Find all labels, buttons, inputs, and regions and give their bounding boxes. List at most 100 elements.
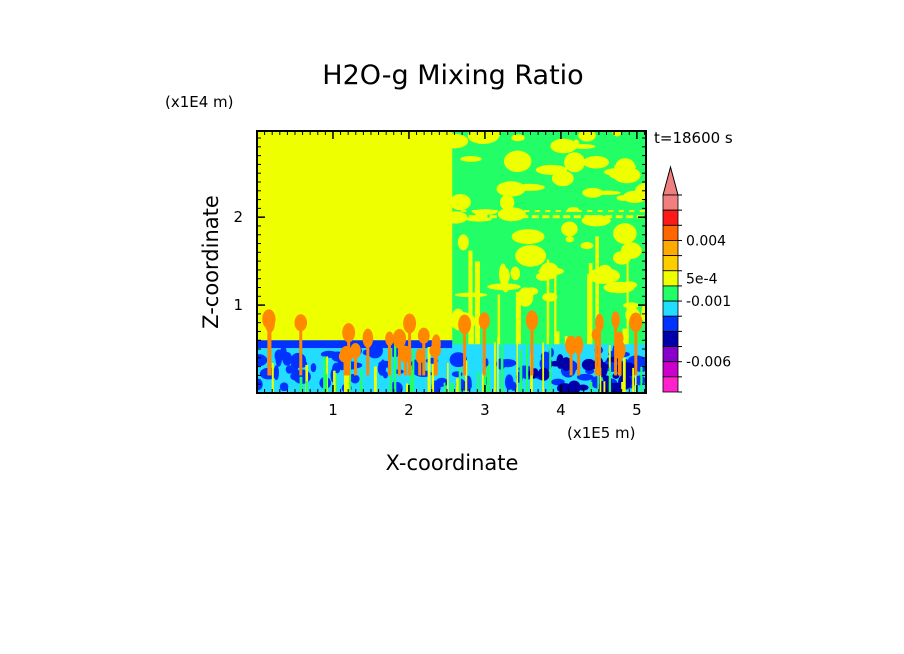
plume-stem [268, 319, 272, 376]
stripe-segment [500, 215, 508, 219]
plume-stem [597, 318, 601, 376]
plume-stem [387, 334, 391, 376]
bl-blob [275, 351, 282, 367]
plume-stem [418, 352, 422, 376]
plume-stem [530, 316, 534, 376]
bl-streak [343, 361, 347, 393]
moist-streak [565, 236, 574, 243]
bl-streak [597, 366, 599, 393]
moist-streak [524, 287, 539, 296]
bl-streak [549, 335, 552, 393]
bl-streak [481, 373, 485, 393]
moist-streak [510, 266, 521, 281]
stripe-segment [615, 215, 623, 219]
bl-streak [476, 371, 480, 393]
colorbar-swatch [662, 315, 679, 332]
bl-streak [389, 381, 392, 393]
stripe-segment [629, 210, 635, 213]
stripe-segment [639, 210, 645, 213]
bl-streak [431, 364, 435, 393]
stripe-segment [468, 215, 476, 219]
bl-streak [333, 370, 336, 393]
plume-stem [577, 341, 581, 376]
stripe-segment [608, 210, 614, 213]
colorbar-label: 5e-4 [686, 271, 718, 287]
deep-blob [581, 358, 596, 371]
moist-streak [594, 190, 621, 196]
moist-streak [511, 134, 525, 142]
plume-stem [594, 330, 598, 376]
bl-streak [427, 347, 431, 393]
moist-streak [449, 194, 471, 211]
bl-blob [273, 365, 280, 381]
bl-blob [634, 375, 646, 386]
colorbar-swatch [662, 361, 679, 378]
plume-stem [353, 346, 357, 376]
wisp [474, 261, 481, 354]
stripe-segment [605, 215, 613, 219]
plume-head [478, 312, 490, 330]
moist-streak [583, 156, 610, 169]
colorbar-swatch [662, 240, 679, 257]
plume-stem [433, 346, 437, 376]
bl-streak [394, 336, 397, 393]
bl-blob [576, 373, 594, 381]
plume-stem [569, 341, 573, 376]
bl-streak [299, 376, 303, 393]
wisp [546, 259, 550, 354]
bl-streak [465, 360, 468, 393]
plume-stem [634, 318, 638, 376]
stripe-segment [471, 210, 477, 213]
bl-blob [449, 352, 467, 368]
x-unit-label: (x1E5 m) [567, 424, 636, 442]
colorbar-swatch [662, 224, 679, 241]
moist-streak [616, 195, 631, 202]
bl-streak [456, 378, 459, 393]
moist-streak [542, 292, 558, 302]
bl-streak [622, 357, 626, 393]
stripe-segment [479, 215, 487, 219]
stripe-segment [461, 210, 467, 213]
y-tick-label: 1 [233, 296, 243, 314]
moist-streak [620, 242, 642, 259]
stripe-segment [555, 210, 561, 213]
bl-blob [324, 351, 342, 359]
bl-streak [458, 367, 461, 393]
moist-streak [443, 211, 468, 224]
wisp [468, 250, 473, 354]
moist-streak [480, 131, 501, 142]
moist-streak [617, 166, 627, 175]
plume-head [611, 311, 620, 329]
moist-streak [573, 139, 580, 148]
bl-blob [290, 352, 307, 368]
moist-streak [550, 138, 577, 154]
plume-head [399, 345, 412, 363]
stripe-segment [489, 215, 497, 219]
bl-streak [410, 369, 413, 393]
bl-streak [483, 369, 486, 393]
plume-head [350, 342, 361, 359]
plume-head [265, 315, 275, 333]
stripe-segment [545, 210, 551, 213]
plume-head [342, 323, 356, 343]
moist-streak [623, 302, 640, 309]
bl-streak [608, 367, 612, 393]
plume-head [362, 328, 374, 348]
bl-streak [323, 356, 326, 393]
moist-streak [502, 268, 510, 283]
bl-streak [373, 366, 377, 393]
moist-streak [499, 194, 515, 211]
stripe-segment [573, 215, 581, 219]
stripe-segment [576, 210, 582, 213]
plume-stem [618, 346, 622, 376]
bl-blob [504, 374, 514, 390]
moist-streak [511, 229, 545, 245]
bl-streak [360, 369, 363, 393]
x-tick-label: 5 [632, 401, 642, 419]
deep-blob [556, 383, 573, 393]
moist-streak [641, 303, 646, 322]
moist-streak [497, 207, 526, 222]
bl-streak [500, 344, 504, 393]
bl-streak [349, 358, 352, 393]
stripe-segment [626, 215, 634, 219]
